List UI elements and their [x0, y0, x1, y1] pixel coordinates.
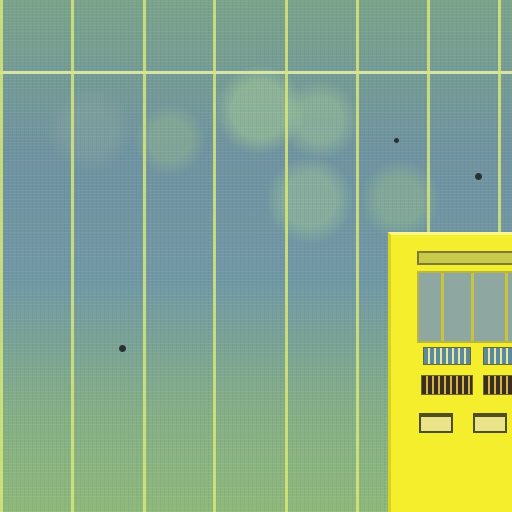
vertical-field-line: [0, 0, 3, 512]
yellow-building: [388, 232, 512, 512]
glass-facade: [417, 271, 512, 343]
facade-mullion: [441, 273, 444, 341]
vertical-field-line: [143, 0, 146, 512]
roof-railing: [417, 251, 512, 265]
vertical-field-line: [285, 0, 288, 512]
window-row: [423, 347, 471, 365]
balcony: [419, 413, 453, 433]
facade-mullion: [505, 273, 508, 341]
ground-marker: [394, 138, 399, 143]
vertical-field-line: [356, 0, 359, 512]
ground-marker: [475, 173, 482, 180]
balcony: [473, 413, 507, 433]
window-row: [483, 375, 512, 395]
window-row: [421, 375, 473, 395]
facade-mullion: [471, 273, 474, 341]
window-row: [483, 347, 512, 365]
ground-marker: [119, 345, 126, 352]
horizontal-field-line: [0, 71, 512, 74]
vertical-field-line: [71, 0, 74, 512]
vertical-field-line: [213, 0, 216, 512]
